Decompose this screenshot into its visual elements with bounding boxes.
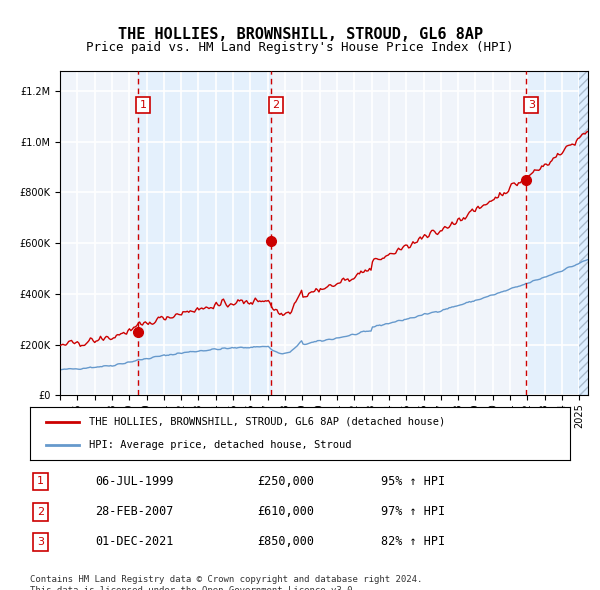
Bar: [138, 71, 271, 395]
Bar: [580, 71, 588, 395]
Text: 06-JUL-1999: 06-JUL-1999: [95, 475, 173, 488]
Bar: [526, 71, 588, 395]
Text: 97% ↑ HPI: 97% ↑ HPI: [381, 505, 445, 518]
Text: 3: 3: [528, 100, 535, 110]
Text: 82% ↑ HPI: 82% ↑ HPI: [381, 535, 445, 548]
Text: Contains HM Land Registry data © Crown copyright and database right 2024.
This d: Contains HM Land Registry data © Crown c…: [30, 575, 422, 590]
Text: £850,000: £850,000: [257, 535, 314, 548]
Text: 1: 1: [140, 100, 147, 110]
Text: THE HOLLIES, BROWNSHILL, STROUD, GL6 8AP: THE HOLLIES, BROWNSHILL, STROUD, GL6 8AP: [118, 27, 482, 41]
Text: 3: 3: [37, 537, 44, 547]
Text: £610,000: £610,000: [257, 505, 314, 518]
Text: 95% ↑ HPI: 95% ↑ HPI: [381, 475, 445, 488]
Text: 2: 2: [272, 100, 280, 110]
Text: THE HOLLIES, BROWNSHILL, STROUD, GL6 8AP (detached house): THE HOLLIES, BROWNSHILL, STROUD, GL6 8AP…: [89, 417, 446, 427]
Text: Price paid vs. HM Land Registry's House Price Index (HPI): Price paid vs. HM Land Registry's House …: [86, 41, 514, 54]
Text: 1: 1: [37, 477, 44, 486]
Text: 01-DEC-2021: 01-DEC-2021: [95, 535, 173, 548]
Text: £250,000: £250,000: [257, 475, 314, 488]
Text: HPI: Average price, detached house, Stroud: HPI: Average price, detached house, Stro…: [89, 440, 352, 450]
Text: 28-FEB-2007: 28-FEB-2007: [95, 505, 173, 518]
Text: 2: 2: [37, 507, 44, 517]
